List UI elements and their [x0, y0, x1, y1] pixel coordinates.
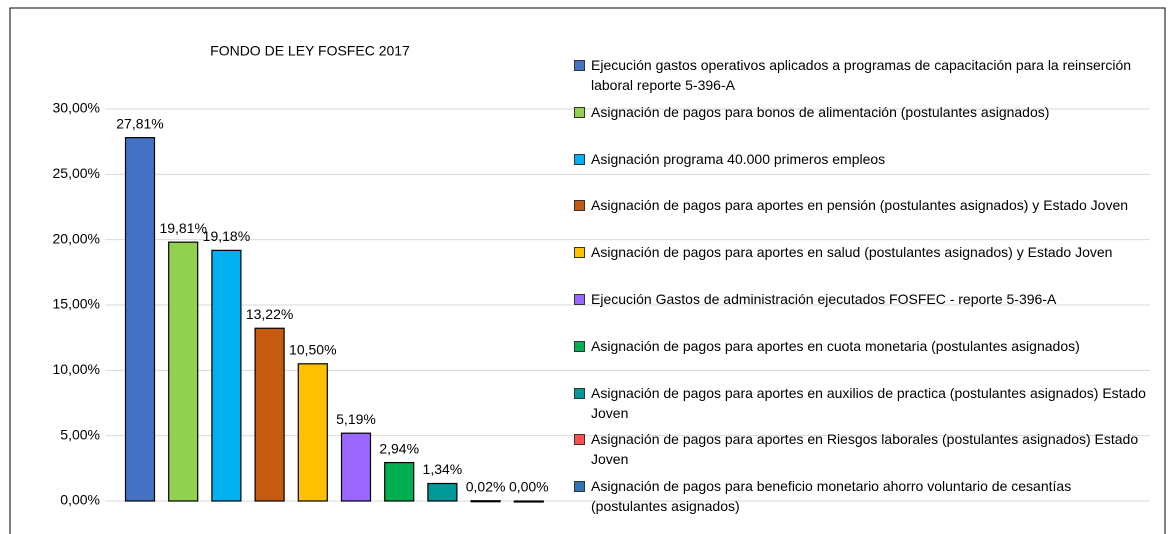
- y-tick-label: 20,00%: [53, 230, 100, 246]
- legend-swatch: [574, 200, 585, 212]
- legend-label: Asignación de pagos para bonos de alimen…: [591, 103, 1050, 120]
- data-label: 19,18%: [203, 228, 250, 244]
- bar: [211, 249, 242, 502]
- bar: [513, 500, 544, 503]
- data-label: 10,50%: [289, 342, 336, 358]
- y-tick-label: 30,00%: [53, 100, 100, 116]
- legend-swatch: [574, 481, 585, 493]
- legend-swatch: [574, 434, 585, 446]
- data-label: 19,81%: [159, 220, 206, 236]
- chart-title: FONDO DE LEY FOSFEC 2017: [210, 43, 410, 59]
- legend-item: Asignación de pagos para beneficio monet…: [574, 476, 1149, 523]
- y-tick-label: 5,00%: [60, 426, 100, 442]
- bar: [254, 327, 285, 502]
- data-label: 5,19%: [336, 411, 376, 427]
- bar: [470, 500, 501, 503]
- legend-item: Asignación de pagos para aportes en auxi…: [574, 383, 1149, 430]
- data-label: 13,22%: [246, 306, 293, 322]
- bar: [168, 241, 199, 502]
- bar: [124, 137, 156, 502]
- legend-swatch: [574, 340, 585, 352]
- legend-swatch: [574, 247, 585, 259]
- legend-swatch: [574, 153, 585, 165]
- y-tick-label: 10,00%: [53, 361, 100, 377]
- data-label: 1,34%: [423, 461, 463, 477]
- y-tick-label: 15,00%: [53, 296, 100, 312]
- legend-swatch: [574, 60, 585, 71]
- data-label: 0,00%: [509, 479, 549, 495]
- legend-item: Asignación de pagos para aportes en pens…: [574, 195, 1149, 242]
- legend-label: Asignación de pagos para aportes en auxi…: [591, 384, 1146, 421]
- data-label: 2,94%: [379, 440, 419, 456]
- legend-label: Asignación de pagos para aportes en Ries…: [591, 431, 1139, 468]
- bar: [340, 432, 372, 502]
- legend-item: Ejecución gastos operativos aplicados a …: [574, 55, 1149, 102]
- legend: Ejecución gastos operativos aplicados a …: [574, 55, 1149, 523]
- legend-label: Asignación de pagos para aportes en cuot…: [591, 337, 1080, 354]
- legend-swatch: [574, 106, 585, 118]
- chart-frame: [9, 7, 1166, 534]
- y-tick-label: 0,00%: [60, 492, 100, 508]
- legend-label: Asignación de pagos para beneficio monet…: [591, 478, 1072, 515]
- legend-item: Asignación de pagos para aportes en cuot…: [574, 336, 1149, 383]
- legend-swatch: [574, 387, 585, 399]
- legend-label: Asignación de pagos para aportes en salu…: [591, 244, 1113, 261]
- legend-swatch: [574, 293, 585, 305]
- legend-item: Asignación programa 40.000 primeros empl…: [574, 149, 1149, 196]
- y-tick-label: 25,00%: [53, 165, 100, 181]
- legend-label: Ejecución gastos operativos aplicados a …: [591, 57, 1132, 93]
- bar: [297, 363, 328, 502]
- data-label: 0,02%: [466, 478, 506, 494]
- legend-label: Asignación programa 40.000 primeros empl…: [591, 150, 886, 167]
- legend-item: Asignación de pagos para bonos de alimen…: [574, 102, 1149, 149]
- bar: [384, 461, 415, 502]
- legend-item: Ejecución Gastos de administración ejecu…: [574, 289, 1149, 336]
- bar: [427, 482, 458, 502]
- data-label: 27,81%: [116, 115, 163, 131]
- legend-item: Asignación de pagos para aportes en salu…: [574, 242, 1149, 289]
- legend-label: Ejecución Gastos de administración ejecu…: [591, 290, 1057, 307]
- legend-label: Asignación de pagos para aportes en pens…: [591, 197, 1129, 214]
- legend-item: Asignación de pagos para aportes en Ries…: [574, 429, 1149, 476]
